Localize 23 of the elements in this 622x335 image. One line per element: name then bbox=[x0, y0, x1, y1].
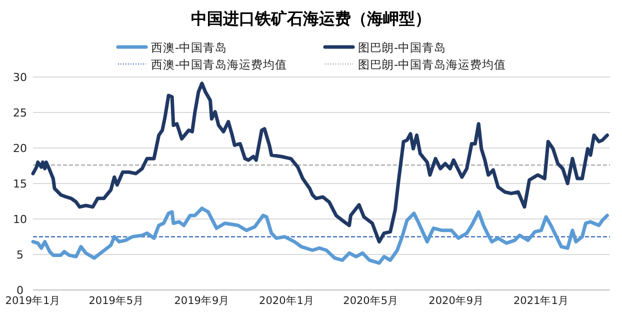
y-tick-label: 10 bbox=[13, 213, 27, 226]
x-tick-label: 2020年5月 bbox=[343, 295, 399, 307]
y-tick-label: 5 bbox=[16, 248, 24, 262]
y-tick-label: 25 bbox=[13, 106, 27, 120]
y-tick-label: 30 bbox=[13, 71, 27, 84]
legend-label: 西澳-中国青岛 bbox=[151, 40, 228, 54]
x-tick-label: 2019年5月 bbox=[88, 295, 144, 307]
legend-item: 图巴朗-中国青岛海运费均值 bbox=[324, 58, 506, 72]
legend-item: 西澳-中国青岛海运费均值 bbox=[118, 58, 288, 72]
legend-label: 西澳-中国青岛海运费均值 bbox=[151, 58, 288, 72]
x-tick-label: 2019年9月 bbox=[174, 295, 230, 307]
y-tick-label: 15 bbox=[13, 178, 27, 190]
legend-label: 图巴朗-中国青岛 bbox=[358, 40, 446, 54]
x-tick-label: 2020年9月 bbox=[428, 295, 484, 307]
x-tick-label: 2020年1月 bbox=[259, 295, 314, 307]
x-tick-label: 2021年1月 bbox=[513, 295, 569, 307]
y-tick-label: 20 bbox=[13, 142, 27, 155]
x-tick-label: 2019年1月 bbox=[5, 295, 61, 307]
y-tick-label: 0 bbox=[16, 284, 24, 297]
legend-item: 西澳-中国青岛 bbox=[116, 40, 228, 54]
legend-label: 图巴朗-中国青岛海运费均值 bbox=[358, 58, 506, 72]
legend-item: 图巴朗-中国青岛 bbox=[323, 40, 446, 54]
chart-title: 中国进口铁矿石海运费（海岬型） bbox=[191, 9, 431, 28]
